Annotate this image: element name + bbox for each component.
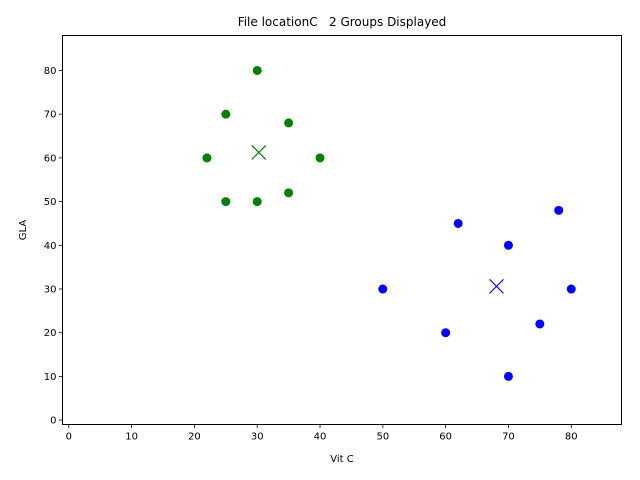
y-tick-label: 50: [44, 197, 57, 208]
x-tick-label: 20: [188, 432, 201, 443]
data-point: [284, 188, 294, 198]
data-point: [554, 205, 564, 215]
data-point: [453, 218, 463, 228]
data-point: [566, 284, 576, 294]
x-tick-label: 0: [66, 432, 72, 443]
y-axis-label: GLA: [18, 220, 29, 241]
data-point: [315, 153, 325, 163]
chart-title: File locationC 2 Groups Displayed: [238, 15, 447, 29]
data-point: [252, 65, 262, 75]
y-tick-label: 0: [50, 416, 56, 427]
data-point: [503, 371, 513, 381]
y-tick-label: 40: [44, 241, 57, 252]
data-point: [503, 240, 513, 250]
x-axis-label: Vit C: [330, 454, 353, 465]
data-point: [252, 197, 262, 207]
y-tick-label: 80: [44, 66, 57, 77]
data-point: [221, 109, 231, 119]
centroid-x-marker: [489, 278, 504, 294]
x-tick-label: 30: [251, 432, 264, 443]
centroid-markers: [251, 144, 504, 294]
y-tick-label: 60: [44, 153, 57, 164]
plot-area-frame: [62, 35, 622, 425]
data-point: [441, 328, 451, 338]
data-points: [202, 65, 576, 381]
x-tick-label: 60: [439, 432, 452, 443]
centroid-stroke: [251, 144, 267, 160]
centroid-x-marker: [251, 144, 267, 160]
x-tick-label: 70: [502, 432, 515, 443]
data-point: [202, 153, 212, 163]
y-tick-label: 30: [44, 285, 57, 296]
x-tick-label: 40: [314, 432, 327, 443]
axis-ticks: 0 10 20 30 40 50 60 70 80 0 10 20 30 40 50 60 70 80: [44, 66, 578, 443]
x-tick-label: 50: [376, 432, 389, 443]
x-tick-label: 80: [565, 432, 578, 443]
centroid-stroke: [489, 278, 504, 294]
y-tick-label: 10: [44, 372, 57, 383]
data-point: [221, 197, 231, 207]
data-point: [535, 319, 545, 329]
y-tick-label: 70: [44, 110, 57, 121]
x-tick-label: 10: [125, 432, 138, 443]
data-point: [378, 284, 388, 294]
y-tick-label: 20: [44, 328, 57, 339]
data-point: [284, 118, 294, 128]
